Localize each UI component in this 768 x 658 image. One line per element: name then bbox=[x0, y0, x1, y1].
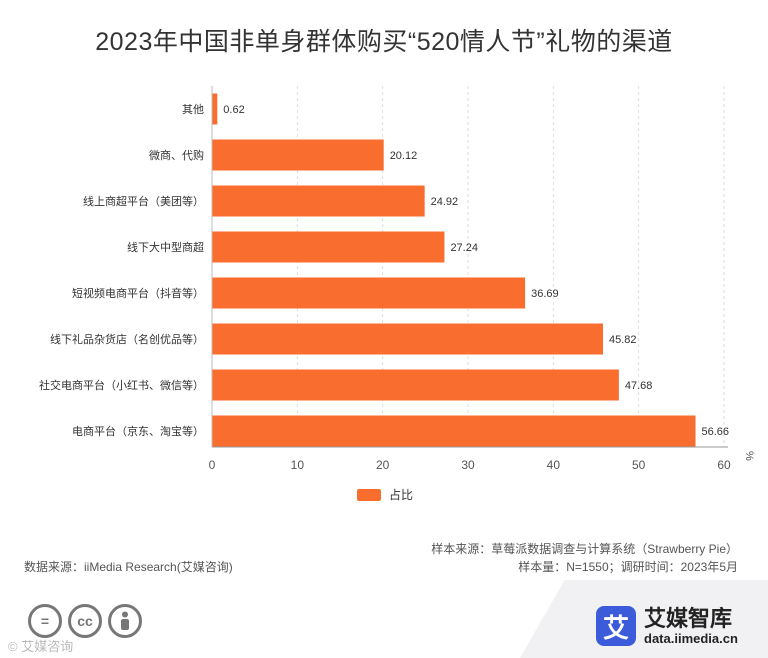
brand-name: 艾媒智库 bbox=[644, 605, 733, 631]
x-tick-label: 0 bbox=[209, 458, 216, 472]
x-tick-label: 40 bbox=[547, 458, 561, 472]
x-tick-label: 30 bbox=[461, 458, 475, 472]
x-axis: 0 10 20 30 40 50 60% bbox=[209, 86, 755, 472]
legend-swatch bbox=[357, 488, 381, 501]
value-labels: 0.62 20.12 24.92 27.24 36.69 45.82 47.68 56.66 bbox=[223, 104, 729, 438]
category-label: 微商、代购 bbox=[149, 148, 204, 162]
brand-background bbox=[520, 580, 768, 658]
person-icon bbox=[108, 604, 142, 638]
brand-url: data.iimedia.cn bbox=[644, 630, 738, 646]
bar bbox=[212, 277, 526, 309]
equals-icon: = bbox=[28, 604, 62, 638]
x-tick-label: 10 bbox=[291, 458, 305, 472]
category-label: 线上商超平台（美团等） bbox=[83, 194, 204, 208]
value-label: 0.62 bbox=[223, 104, 244, 116]
value-label: 20.12 bbox=[390, 150, 418, 162]
x-unit-label: % bbox=[743, 451, 755, 461]
bar bbox=[212, 231, 445, 263]
category-label: 线下礼品杂货店（名创优品等） bbox=[50, 332, 204, 346]
category-label: 电商平台（京东、淘宝等） bbox=[72, 424, 204, 438]
bar bbox=[212, 323, 603, 355]
x-tick-label: 50 bbox=[632, 458, 646, 472]
sample-info: 样本量：N=1550；调研时间：2023年5月 bbox=[518, 560, 738, 574]
bar bbox=[212, 415, 696, 447]
sample-source: 样本来源：草莓派数据调查与计算系统（Strawberry Pie） bbox=[431, 542, 738, 556]
data-source: 数据来源：iiMedia Research(艾媒咨询) bbox=[24, 560, 233, 574]
value-label: 24.92 bbox=[431, 196, 459, 208]
watermark: © 艾媒咨询 bbox=[8, 639, 74, 654]
cc-icon: cc bbox=[68, 604, 102, 638]
bar bbox=[212, 185, 425, 217]
bar bbox=[212, 139, 384, 171]
cc-license: = cc bbox=[28, 604, 142, 638]
bars bbox=[212, 93, 696, 447]
bar bbox=[212, 93, 218, 125]
category-label: 短视频电商平台（抖音等） bbox=[72, 286, 204, 300]
category-label: 社交电商平台（小红书、微信等） bbox=[39, 378, 204, 392]
legend-label: 占比 bbox=[389, 488, 414, 502]
legend: 占比 bbox=[357, 486, 413, 503]
value-label: 36.69 bbox=[531, 288, 559, 300]
value-label: 47.68 bbox=[625, 380, 653, 392]
category-label: 线下大中型商超 bbox=[127, 240, 204, 254]
chart-title: 2023年中国非单身群体购买“520情人节”礼物的渠道 bbox=[95, 28, 673, 56]
brand: 艾 艾媒智库 data.iimedia.cn bbox=[596, 606, 738, 646]
brand-logo-icon: 艾 bbox=[596, 606, 636, 646]
x-tick-label: 60 bbox=[717, 458, 731, 472]
bar bbox=[212, 369, 619, 401]
x-tick-label: 20 bbox=[376, 458, 390, 472]
value-label: 45.82 bbox=[609, 334, 637, 346]
value-label: 56.66 bbox=[701, 426, 729, 438]
value-label: 27.24 bbox=[450, 242, 478, 254]
category-label: 其他 bbox=[182, 103, 204, 116]
